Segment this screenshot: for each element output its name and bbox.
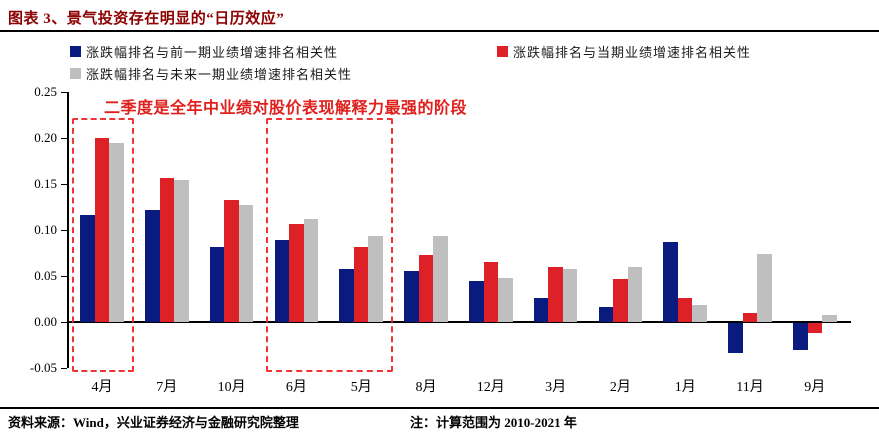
x-axis bbox=[67, 321, 851, 323]
source-note: 资料来源：Wind，兴业证券经济与金融研究院整理 bbox=[8, 415, 299, 430]
bar-5月-series1 bbox=[353, 246, 369, 322]
x-axis-label-10月: 10月 bbox=[217, 380, 246, 395]
y-axis-tick bbox=[61, 138, 67, 139]
bar-8月-series0 bbox=[404, 271, 419, 322]
legend-label: 涨跌幅排名与前一期业绩增速排名相关性 bbox=[86, 45, 339, 60]
x-axis-label-2月: 2月 bbox=[609, 380, 631, 395]
x-axis-label-12月: 12月 bbox=[476, 380, 505, 395]
bar-10月-series0 bbox=[209, 247, 225, 322]
legend-swatch-red bbox=[497, 46, 508, 57]
y-axis bbox=[67, 92, 69, 368]
bar-5月-series0 bbox=[339, 268, 354, 322]
bar-3月-series2 bbox=[562, 268, 578, 322]
bar-4月-series0 bbox=[80, 215, 95, 322]
header-divider bbox=[0, 30, 879, 32]
bar-4月-series1 bbox=[94, 138, 110, 322]
y-axis-tick bbox=[61, 230, 67, 231]
y-axis-tick-label: 0.00 bbox=[34, 314, 57, 329]
bar-5月-series2 bbox=[368, 235, 383, 322]
bar-11月-series0 bbox=[728, 323, 743, 354]
bar-12月-series1 bbox=[483, 262, 499, 322]
y-axis-tick-label: 0.25 bbox=[34, 84, 57, 99]
bar-9月-series2 bbox=[822, 314, 837, 322]
y-axis-tick-label: 0.20 bbox=[34, 130, 57, 145]
bar-6月-series0 bbox=[274, 240, 290, 322]
bar-11月-series2 bbox=[757, 253, 772, 322]
x-axis-label-7月: 7月 bbox=[156, 380, 178, 395]
bar-10月-series2 bbox=[238, 205, 254, 322]
bar-1月-series2 bbox=[692, 305, 707, 322]
legend-item-next-period: 涨跌幅排名与未来一期业绩增速排名相关性 bbox=[70, 64, 352, 83]
bar-1月-series0 bbox=[663, 241, 678, 322]
chart-annotation: 二季度是全年中业绩对股价表现解释力最强的阶段 bbox=[104, 100, 468, 117]
bar-3月-series1 bbox=[548, 266, 563, 322]
y-axis-tick-label: 0.10 bbox=[34, 222, 57, 237]
bar-7月-series0 bbox=[145, 209, 160, 322]
bar-6月-series2 bbox=[303, 218, 319, 322]
bar-12月-series2 bbox=[498, 277, 513, 322]
calculation-note: 注：计算范围为 2010-2021 年 bbox=[410, 415, 577, 430]
legend-label: 涨跌幅排名与未来一期业绩增速排名相关性 bbox=[86, 67, 353, 82]
highlight-dashed-box bbox=[266, 118, 394, 372]
legend-swatch-blue bbox=[70, 46, 81, 57]
y-axis-tick bbox=[61, 368, 67, 369]
highlight-dashed-box bbox=[72, 118, 134, 372]
x-axis-label-9月: 9月 bbox=[804, 380, 826, 395]
y-axis-tick bbox=[61, 92, 67, 93]
bar-6月-series1 bbox=[289, 224, 304, 322]
page-title: 图表 3、景气投资存在明显的“日历效应” bbox=[8, 11, 285, 27]
y-axis-tick bbox=[61, 276, 67, 277]
bar-9月-series0 bbox=[793, 323, 808, 350]
legend-item-current-period: 涨跌幅排名与当期业绩增速排名相关性 bbox=[497, 42, 751, 61]
x-axis-label-3月: 3月 bbox=[545, 380, 567, 395]
bar-4月-series2 bbox=[109, 142, 124, 322]
legend-item-prev-period: 涨跌幅排名与前一期业绩增速排名相关性 bbox=[70, 42, 338, 61]
x-axis-label-11月: 11月 bbox=[736, 380, 764, 395]
bar-3月-series0 bbox=[533, 298, 549, 322]
bar-9月-series1 bbox=[807, 323, 823, 334]
legend-label: 涨跌幅排名与当期业绩增速排名相关性 bbox=[513, 45, 752, 60]
legend-swatch-gray bbox=[70, 68, 81, 79]
y-axis-tick-label: 0.15 bbox=[34, 176, 57, 191]
bar-8月-series2 bbox=[433, 236, 448, 322]
bar-12月-series0 bbox=[469, 280, 484, 322]
bar-2月-series2 bbox=[627, 266, 643, 322]
bar-7月-series2 bbox=[174, 180, 189, 322]
y-axis-tick bbox=[61, 184, 67, 185]
bar-11月-series1 bbox=[742, 312, 758, 322]
bar-2月-series1 bbox=[613, 278, 628, 322]
y-axis-tick bbox=[61, 322, 67, 323]
bar-2月-series0 bbox=[598, 307, 614, 322]
y-axis-tick-label: 0.05 bbox=[34, 268, 57, 283]
bar-chart-plot-area: 二季度是全年中业绩对股价表现解释力最强的阶段 0.25 0.20 0.15 0.10 0… bbox=[0, 84, 879, 397]
bar-7月-series1 bbox=[159, 178, 175, 322]
bar-10月-series1 bbox=[224, 199, 239, 322]
footer-divider bbox=[0, 407, 879, 409]
x-axis-label-1月: 1月 bbox=[674, 380, 696, 395]
x-axis-label-6月: 6月 bbox=[285, 380, 307, 395]
bar-1月-series1 bbox=[677, 298, 693, 322]
x-axis-label-8月: 8月 bbox=[415, 380, 437, 395]
x-axis-label-4月: 4月 bbox=[91, 380, 113, 395]
y-axis-tick-label: -0.05 bbox=[29, 360, 57, 375]
x-axis-label-5月: 5月 bbox=[350, 380, 372, 395]
bar-8月-series1 bbox=[418, 254, 434, 322]
